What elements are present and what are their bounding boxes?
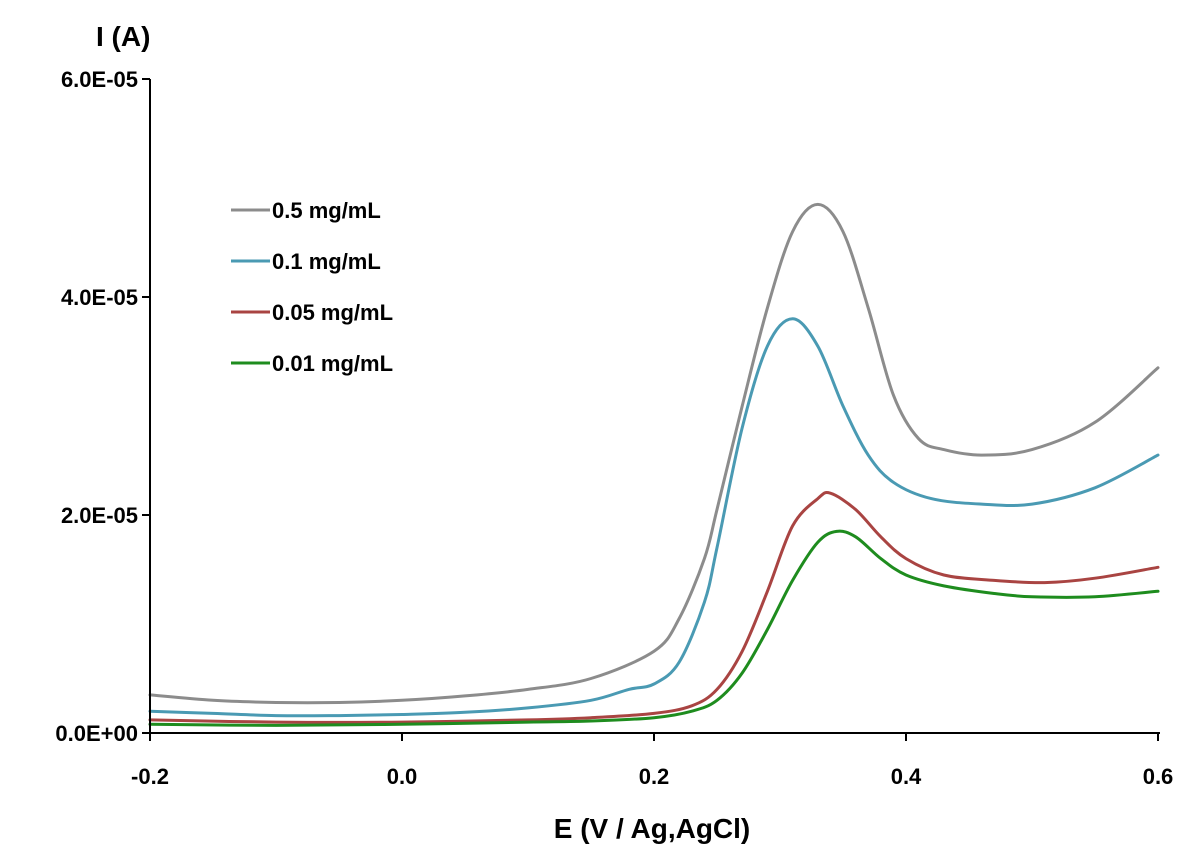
axes-layer <box>149 79 1160 734</box>
y-axis-title: I (A) <box>96 21 150 52</box>
legend: 0.5 mg/mL 0.1 mg/mL 0.05 mg/mL 0.01 mg/mL <box>231 198 393 376</box>
y-tick-label-4: 6.0E-05 <box>61 67 138 92</box>
y-tick-label-1: 0.0E+00 <box>55 721 138 746</box>
series-line-4 <box>148 529 1160 727</box>
tick-layer: 0.0E+00 2.0E-05 4.0E-05 6.0E-05 -0.2 0.0 0.2 0.… <box>55 67 1173 789</box>
legend-label-2: 0.1 mg/mL <box>272 249 381 274</box>
x-tick-label-3: 0.2 <box>639 764 670 789</box>
series-line-1 <box>148 202 1160 705</box>
x-tick-label-1: -0.2 <box>131 764 169 789</box>
series-layer <box>148 202 1160 727</box>
legend-label-4: 0.01 mg/mL <box>272 351 393 376</box>
x-tick-label-5: 0.6 <box>1143 764 1174 789</box>
x-axis-title: E (V / Ag,AgCl) <box>554 813 751 844</box>
series-line-3 <box>148 491 1160 724</box>
x-tick-label-4: 0.4 <box>891 764 922 789</box>
series-line-2 <box>148 317 1160 718</box>
y-tick-label-3: 4.0E-05 <box>61 285 138 310</box>
y-tick-label-2: 2.0E-05 <box>61 503 138 528</box>
legend-label-1: 0.5 mg/mL <box>272 198 381 223</box>
legend-label-3: 0.05 mg/mL <box>272 300 393 325</box>
x-tick-label-2: 0.0 <box>387 764 418 789</box>
